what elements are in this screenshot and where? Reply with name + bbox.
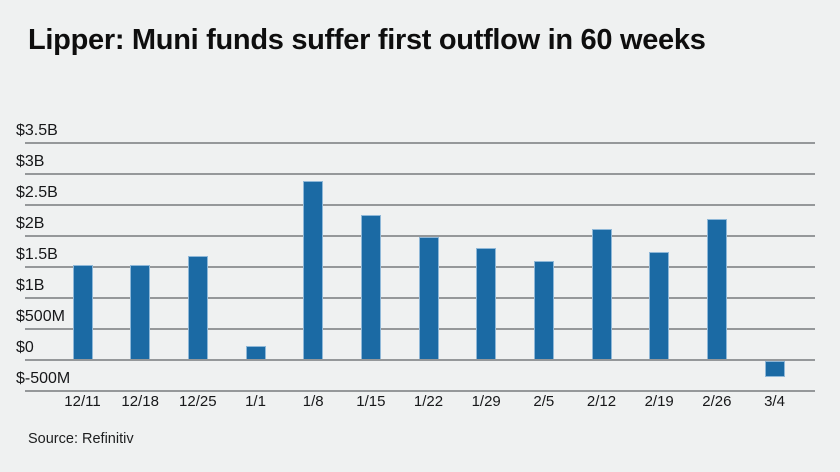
y-axis-label: $0 <box>16 339 34 357</box>
bar <box>303 180 324 362</box>
bar <box>706 219 727 362</box>
x-axis-label: 2/12 <box>586 393 617 410</box>
x-axis-label: 1/8 <box>302 393 324 410</box>
y-axis-label: $1.5B <box>16 245 58 263</box>
bar <box>360 215 381 362</box>
bar <box>418 236 439 362</box>
bar <box>130 264 151 362</box>
bar <box>591 228 612 362</box>
gridline <box>25 390 815 393</box>
bar <box>187 255 208 362</box>
gridline <box>25 234 815 237</box>
bar <box>764 361 785 377</box>
gridline <box>25 172 815 175</box>
x-axis-label: 1/29 <box>471 393 501 410</box>
zero-gridline <box>25 359 815 362</box>
bar <box>649 251 670 362</box>
y-axis-label: $3.5B <box>16 121 58 139</box>
chart-title: Lipper: Muni funds suffer first outflow … <box>28 24 706 56</box>
bar <box>533 260 554 362</box>
y-axis-label: $3B <box>16 152 45 170</box>
gridline <box>25 141 815 144</box>
x-axis-label: 12/25 <box>179 393 217 410</box>
x-axis-label: 3/4 <box>764 393 785 410</box>
y-axis-label: $1B <box>16 277 45 294</box>
bar <box>476 248 497 362</box>
x-axis-label: 1/1 <box>245 393 266 410</box>
x-axis-label: 2/26 <box>702 393 732 410</box>
y-axis-label: $2B <box>16 214 45 232</box>
y-axis-label: $-500M <box>16 370 71 388</box>
bar <box>72 264 93 362</box>
x-axis-label: 2/19 <box>644 393 674 410</box>
y-axis-label: $500M <box>16 308 65 326</box>
gridline <box>25 203 815 206</box>
x-axis-label: 1/22 <box>413 393 444 410</box>
x-axis-label: 12/11 <box>64 393 101 410</box>
x-axis-label: 12/18 <box>121 393 159 410</box>
source-note: Source: Refinitiv <box>28 431 134 447</box>
x-axis-label: 2/5 <box>533 393 555 410</box>
y-axis-label: $2.5B <box>16 183 58 201</box>
x-axis-label: 1/15 <box>356 393 386 410</box>
